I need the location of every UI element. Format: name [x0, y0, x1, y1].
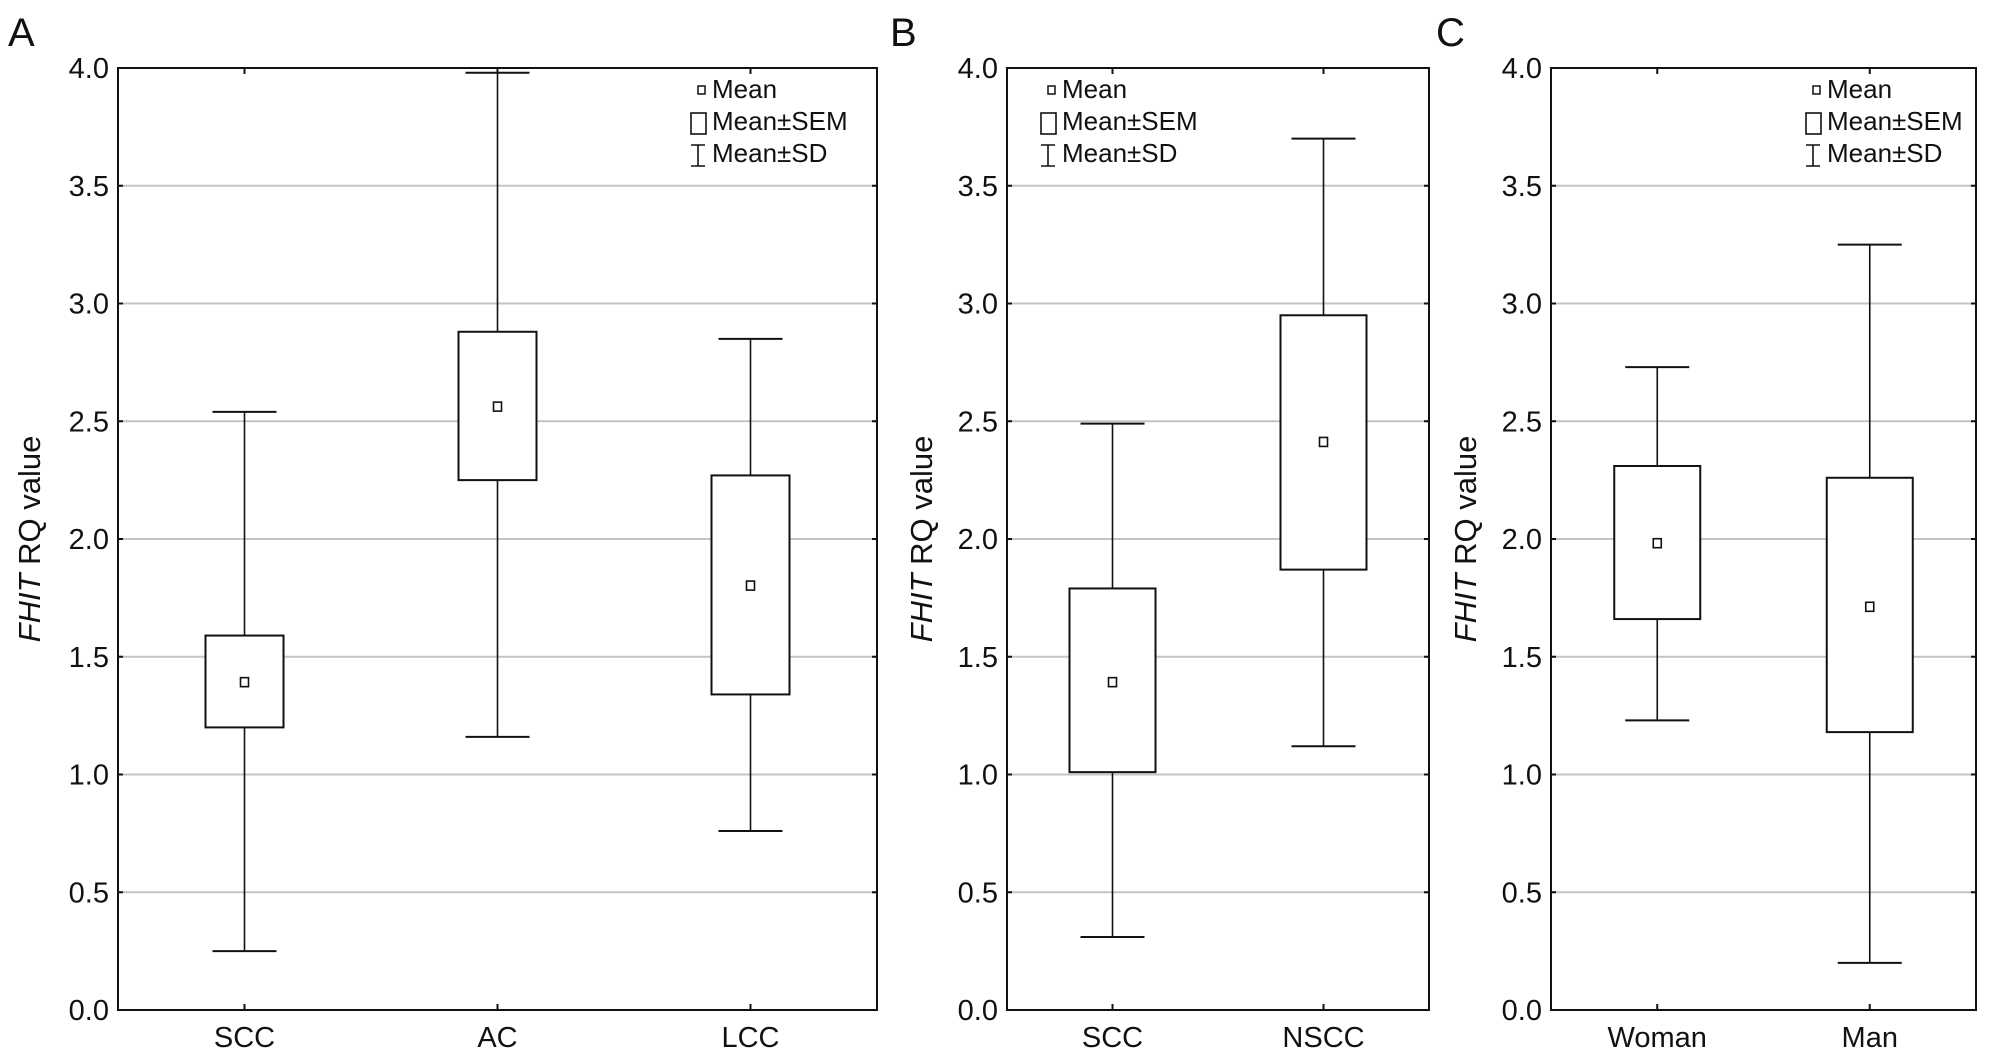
y-tick-label: 2.5 [958, 406, 998, 438]
y-tick-label: 3.5 [958, 171, 998, 203]
legend-mean-label: Mean [1062, 74, 1127, 104]
y-tick-label: 1.5 [1502, 642, 1542, 674]
y-tick-label: 1.5 [69, 642, 109, 674]
y-tick-label: 3.0 [958, 289, 998, 321]
x-tick-label: NSCC [1282, 1022, 1364, 1054]
y-tick-label: 1.0 [69, 760, 109, 792]
mean-marker [492, 401, 503, 412]
legend-mean-label: Mean [712, 74, 777, 104]
x-tick-label: Woman [1608, 1022, 1707, 1054]
y-axis-label-rest: RQ value [1448, 436, 1483, 574]
y-tick-label: 3.5 [1502, 171, 1542, 203]
legend-sem-label: Mean±SEM [1827, 106, 1963, 136]
y-axis-label: FHIT RQ value [12, 436, 47, 643]
legend-sd-icon [1806, 144, 1820, 167]
y-tick-label: 0.5 [1502, 877, 1542, 909]
x-tick-label: Man [1842, 1022, 1898, 1054]
mean-marker [1864, 601, 1875, 613]
y-tick-label: 1.0 [958, 760, 998, 792]
y-tick-label: 3.5 [69, 171, 109, 203]
mean-marker [1318, 436, 1329, 448]
legend-sd-icon [691, 144, 705, 167]
panel-b: B 0.0 0.5 1.0 1.5 2.0 2.5 3.0 3.5 4.0 FHIT RQ valu… [890, 11, 1430, 1054]
legend-sem-icon [1040, 112, 1057, 135]
legend-mean-icon [697, 85, 706, 95]
y-tick-label: 4.0 [69, 53, 109, 85]
panel-c: C 0.0 0.5 1.0 1.5 2.0 2.5 3.0 3.5 4.0 FHIT RQ valu… [1436, 11, 1977, 1054]
y-tick-label: 0.5 [958, 877, 998, 909]
plot-frame [1550, 67, 1977, 1011]
plot-frame [1006, 67, 1430, 1011]
y-tick-label: 0.0 [958, 995, 998, 1027]
mean-marker [239, 676, 250, 688]
y-axis-label-italic: FHIT [904, 571, 939, 642]
y-tick-label: 3.0 [1502, 289, 1542, 321]
y-axis-label-italic: FHIT [1448, 571, 1483, 642]
legend-sem-icon [690, 112, 707, 135]
y-tick-label: 2.0 [1502, 524, 1542, 556]
x-tick-label: LCC [721, 1022, 779, 1054]
y-tick-label: 4.0 [958, 53, 998, 85]
x-tick-label: SCC [214, 1022, 275, 1054]
legend-mean-icon [1812, 85, 1821, 95]
legend-sd-label: Mean±SD [1827, 138, 1942, 168]
y-tick-label: 4.0 [1502, 53, 1542, 85]
legend-sem-label: Mean±SEM [712, 106, 848, 136]
legend-sem-label: Mean±SEM [1062, 106, 1198, 136]
y-tick-label: 0.0 [1502, 995, 1542, 1027]
legend-mean-label: Mean [1827, 74, 1892, 104]
y-tick-label: 2.0 [69, 524, 109, 556]
y-axis-label-rest: RQ value [12, 436, 47, 574]
sem-box [1613, 464, 1702, 621]
y-tick-label: 3.0 [69, 289, 109, 321]
y-tick-label: 0.5 [69, 877, 109, 909]
y-tick-label: 1.5 [958, 642, 998, 674]
legend-sd-label: Mean±SD [712, 138, 827, 168]
panel-a: A 0.0 0.5 1.0 1.5 2.0 2.5 3.0 3.5 4.0 FHIT RQ valu… [8, 11, 878, 1054]
y-axis-label: FHIT RQ value [1448, 436, 1483, 643]
sem-box [457, 330, 538, 482]
y-tick-label: 1.0 [1502, 760, 1542, 792]
mean-marker [1652, 537, 1663, 549]
y-axis-label-italic: FHIT [12, 571, 47, 642]
y-tick-label: 2.5 [1502, 406, 1542, 438]
panel-label: C [1436, 11, 1465, 55]
panel-label: A [8, 11, 35, 55]
y-axis-label: FHIT RQ value [904, 436, 939, 643]
y-axis-label-rest: RQ value [904, 436, 939, 574]
x-tick-label: AC [477, 1022, 517, 1054]
mean-marker [1107, 676, 1118, 688]
mean-marker [745, 580, 756, 591]
y-tick-label: 2.0 [958, 524, 998, 556]
y-tick-label: 0.0 [69, 995, 109, 1027]
y-tick-label: 2.5 [69, 406, 109, 438]
x-tick-label: SCC [1082, 1022, 1143, 1054]
panel-label: B [890, 11, 917, 55]
legend-sem-icon [1805, 112, 1822, 135]
legend-mean-icon [1047, 85, 1056, 95]
legend-sd-label: Mean±SD [1062, 138, 1177, 168]
legend-sd-icon [1041, 144, 1055, 167]
